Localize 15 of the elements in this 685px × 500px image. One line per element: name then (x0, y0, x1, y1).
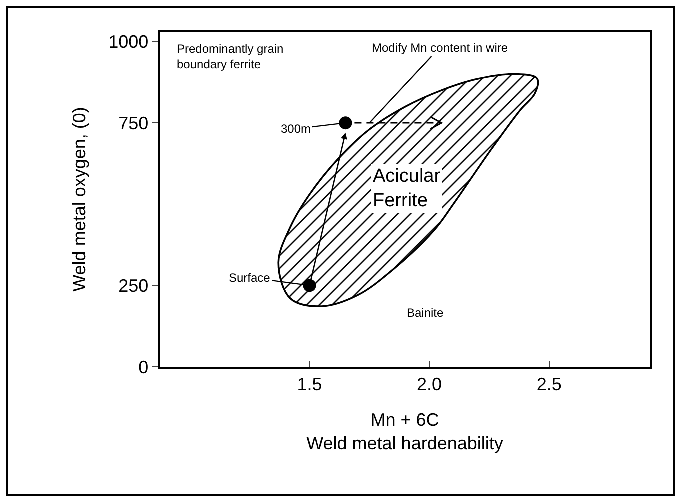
x-tick-label: 2.5 (536, 374, 562, 394)
annotation: Predominantly grain boundary ferrite (177, 42, 284, 72)
y-tick-label: 0 (138, 357, 149, 378)
annotation: Surface (229, 271, 271, 285)
annotation: 300m (281, 122, 312, 136)
annotation: Acicular Ferrite (373, 166, 442, 212)
x-axis-title: Mn + 6C Weld metal hardenability (306, 410, 504, 454)
x-tick-label: 1.5 (297, 374, 322, 394)
y-tick-label: 1000 (108, 32, 149, 52)
annotation: Bainite (407, 306, 444, 320)
x-tick-label: 2.0 (417, 374, 442, 394)
annotation: Modify Mn content in wire (372, 41, 508, 55)
y-tick-label: 250 (118, 276, 149, 296)
y-tick-label: 750 (118, 113, 149, 134)
y-axis-title: Weld metal oxygen, (0) (69, 107, 90, 292)
